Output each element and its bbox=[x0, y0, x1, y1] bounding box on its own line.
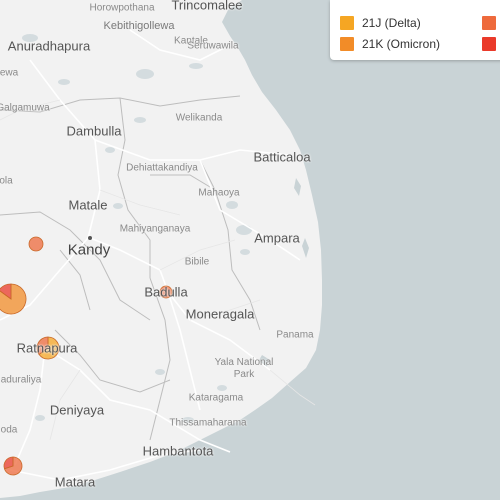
label-aduraliya: aduraliya bbox=[0, 374, 42, 386]
lagoon bbox=[294, 178, 301, 196]
label-kataragama: Kataragama bbox=[188, 392, 244, 404]
cluster-kegalle[interactable] bbox=[0, 283, 27, 315]
land-area bbox=[0, 0, 322, 498]
label-bibile: Bibile bbox=[184, 256, 210, 268]
label-trincomalee: Trincomalee bbox=[171, 0, 243, 13]
cluster-slice-lineage_4 bbox=[3, 456, 14, 470]
legend-swatch-delta bbox=[340, 16, 354, 30]
label-dehiattakandiya: Dehiattakandiya bbox=[126, 162, 198, 174]
cluster-slice-delta bbox=[38, 336, 60, 360]
label-dambulla: Dambulla bbox=[66, 123, 122, 139]
label-hambantota: Hambantota bbox=[142, 443, 214, 459]
label-matale: Matale bbox=[68, 197, 108, 213]
legend-item-omicron[interactable]: 21K (Omicron) bbox=[340, 37, 440, 51]
label-ewa: ewa bbox=[0, 67, 19, 79]
label-welikanda: Welikanda bbox=[175, 112, 223, 124]
lineage-legend: 21J (Delta) 21K (Omicron) bbox=[330, 0, 500, 60]
legend-label-delta: 21J (Delta) bbox=[362, 16, 421, 30]
label-ola: ola bbox=[0, 175, 13, 187]
cluster-slice-lineage_3 bbox=[28, 236, 44, 252]
cluster-slice-omicron bbox=[0, 283, 27, 315]
cluster-markers bbox=[0, 236, 173, 476]
label-matara: Matara bbox=[54, 474, 96, 490]
label-ampara: Ampara bbox=[254, 230, 300, 246]
label-seruwawila: Seruwawila bbox=[187, 40, 239, 52]
cluster-slice-lineage_4 bbox=[0, 283, 12, 300]
legend-item-delta[interactable]: 21J (Delta) bbox=[340, 16, 421, 30]
legend-item-4[interactable] bbox=[482, 37, 500, 51]
label-oda: oda bbox=[0, 424, 18, 436]
label-moneragala: Moneragala bbox=[185, 306, 255, 322]
label-anuradhapura: Anuradhapura bbox=[7, 38, 91, 54]
lagoon bbox=[258, 355, 270, 368]
legend-swatch-4 bbox=[482, 37, 496, 51]
label-mahiyanganaya: Mahiyanganaya bbox=[119, 223, 191, 235]
lagoon bbox=[302, 238, 309, 258]
admin-borders bbox=[0, 95, 261, 441]
label-yala-national-park: Yala National Park bbox=[214, 357, 274, 380]
legend-item-3[interactable] bbox=[482, 16, 500, 30]
inland-water bbox=[22, 34, 252, 423]
cluster-badulla[interactable] bbox=[159, 285, 173, 299]
label-kandy: Kandy bbox=[67, 241, 111, 259]
label-deniyaya: Deniyaya bbox=[49, 402, 105, 418]
cluster-slice-lineage_3 bbox=[36, 336, 49, 356]
minor-roads bbox=[0, 99, 316, 441]
label-kantale: Kantale bbox=[174, 35, 208, 47]
legend-swatch-3 bbox=[482, 16, 496, 30]
label-batticaloa: Batticaloa bbox=[253, 149, 311, 165]
legend-label-omicron: 21K (Omicron) bbox=[362, 37, 441, 51]
label-panama: Panama bbox=[276, 329, 314, 341]
label-galgamuwa: Galgamuwa bbox=[0, 102, 50, 114]
cluster-ratnapura[interactable] bbox=[36, 336, 60, 360]
label-badulla: Badulla bbox=[144, 284, 188, 300]
label-ratnapura: Ratnapura bbox=[16, 340, 78, 356]
kandy-city-dot bbox=[88, 236, 92, 240]
cluster-west-small[interactable] bbox=[28, 236, 44, 252]
cluster-slice-lineage_3 bbox=[159, 285, 173, 299]
label-kebithigollewa: Kebithigollewa bbox=[103, 20, 175, 32]
legend-swatch-omicron bbox=[340, 37, 354, 51]
label-thissamaharama: Thissamaharama bbox=[169, 417, 247, 429]
cluster-matara[interactable] bbox=[3, 456, 23, 476]
label-horowpothana: Horowpothana bbox=[89, 2, 155, 14]
label-mahaoya: Mahaoya bbox=[198, 187, 240, 199]
